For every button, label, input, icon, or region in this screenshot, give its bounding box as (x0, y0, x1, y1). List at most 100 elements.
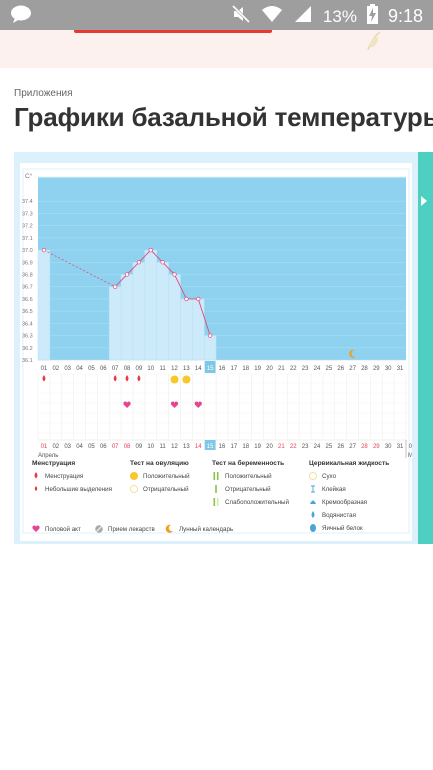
ad-banner[interactable] (0, 30, 433, 68)
battery-level: 13% (322, 6, 357, 26)
breadcrumb[interactable]: Приложения (14, 88, 73, 99)
day-label: 31 (397, 366, 404, 372)
ovulation-positive-icon (170, 375, 179, 384)
menstruation-drop-icon (137, 375, 141, 382)
plot-area (38, 177, 406, 360)
y-unit-label: C° (25, 172, 33, 180)
egg-white-icon (310, 524, 316, 532)
chart-frame (22, 168, 410, 534)
y-tick-label: 36.3 (22, 334, 33, 340)
bottom-day-label: 05 (88, 444, 95, 450)
bottom-day-label: 16 (219, 444, 226, 450)
bottom-day-label: 25 (325, 444, 332, 450)
temp-bar (168, 274, 181, 361)
legend-group-title: Тест на беременность (212, 459, 284, 467)
temp-point (196, 296, 201, 302)
day-label: 13 (183, 366, 190, 372)
bottom-day-label: 15 (207, 444, 214, 450)
bottom-day-label: 12 (171, 444, 178, 450)
legend-bottom-label: Лунный календарь (179, 526, 233, 533)
bottom-day-label: 11 (160, 444, 167, 450)
temp-bar (203, 335, 217, 361)
y-tick-label: 37.2 (22, 224, 33, 230)
circle-outline-icon (309, 472, 317, 480)
day-label: 11 (160, 366, 167, 372)
day-label: 24 (314, 366, 321, 372)
y-tick-label: 36.4 (22, 321, 33, 327)
legend-item-label: Сухо (322, 473, 337, 480)
bottom-day-label: 30 (385, 444, 392, 450)
temp-point (172, 272, 177, 277)
day-label: 20 (266, 366, 273, 372)
temp-bar (120, 274, 134, 361)
day-label: 21 (278, 366, 285, 372)
day-label: 07 (112, 366, 119, 372)
temp-point (148, 247, 153, 253)
day-label: 09 (136, 366, 143, 372)
bottom-day-label: 01 (41, 444, 48, 450)
month-label: Апрель (38, 453, 58, 459)
bottom-day-label: 10 (147, 444, 154, 450)
bottom-day-label: 22 (290, 444, 297, 450)
legend-group-title: Цервикальная жидкость (309, 460, 389, 467)
day-label: 29 (373, 366, 380, 372)
bottom-day-label: 14 (195, 444, 202, 450)
day-label: 05 (88, 366, 95, 372)
bbt-chart-card: C° 37.4 37.3 37.2 37.1 37.0 36.9 36.8 36.7 36.6 36… (20, 163, 417, 541)
day-label: 04 (76, 366, 83, 372)
bottom-day-label: 03 (64, 444, 71, 450)
legend-item-label: Кремообразная (322, 499, 367, 506)
day-label: 06 (100, 366, 107, 372)
y-tick-label: 36.5 (22, 309, 33, 315)
temp-bar (144, 249, 157, 361)
day-label: 08 (124, 366, 131, 372)
circle-outline-icon (130, 485, 138, 493)
bottom-day-label: 04 (76, 444, 83, 450)
temp-point (41, 247, 47, 253)
legend-item-label: Положительный (225, 473, 272, 480)
drop-icon (34, 472, 38, 479)
next-month-label: Ма (408, 453, 412, 459)
banner-button[interactable] (74, 30, 272, 33)
watery-icon (311, 511, 315, 518)
y-tick-label: 36.7 (22, 285, 33, 291)
temp-point (160, 260, 165, 265)
y-tick-label: 36.2 (22, 346, 33, 352)
legend-item-label: Яичный белок (322, 525, 363, 532)
chat-bubble-icon (10, 4, 32, 29)
y-tick-label: 36.8 (22, 273, 33, 279)
double-bar-icon (216, 472, 219, 480)
bottom-day-label: 09 (136, 444, 143, 450)
y-tick-label: 37.4 (22, 199, 33, 205)
y-tick-label: 36.6 (22, 297, 33, 303)
pill-icon-line (96, 526, 102, 532)
ovulation-positive-icon (182, 375, 191, 384)
temp-bar (132, 262, 146, 361)
legend-item-label: Отрицательный (143, 486, 189, 493)
bottom-day-label: 07 (112, 444, 119, 450)
legend-item-label: Менструация (45, 473, 83, 480)
intercourse-heart-icon (170, 401, 179, 408)
status-bar: 13% 9:18 (0, 0, 433, 30)
next-image-strip[interactable] (418, 152, 433, 544)
day-label: 16 (219, 366, 226, 372)
y-tick-label: 36.9 (22, 260, 33, 266)
signal-icon (293, 4, 313, 29)
temp-point (207, 333, 213, 338)
day-label: 22 (290, 366, 297, 372)
creamy-icon (310, 500, 316, 504)
bottom-day-label: 24 (314, 444, 321, 450)
battery-charging-icon (366, 4, 378, 29)
dashed-temp-line (43, 249, 116, 288)
bottom-day-label: 08 (124, 444, 131, 450)
day-label: 30 (385, 366, 392, 372)
bottom-day-label: 18 (242, 444, 249, 450)
next-month-day: 01 (409, 444, 412, 450)
sprig-icon (367, 31, 381, 50)
wifi-icon (261, 4, 283, 29)
small-drop-icon (34, 486, 38, 491)
legend-item-label: Положительный (143, 473, 190, 480)
legend-group-title: Менструация (32, 460, 75, 467)
today-highlight (204, 361, 216, 373)
double-bar-icon (213, 472, 216, 480)
